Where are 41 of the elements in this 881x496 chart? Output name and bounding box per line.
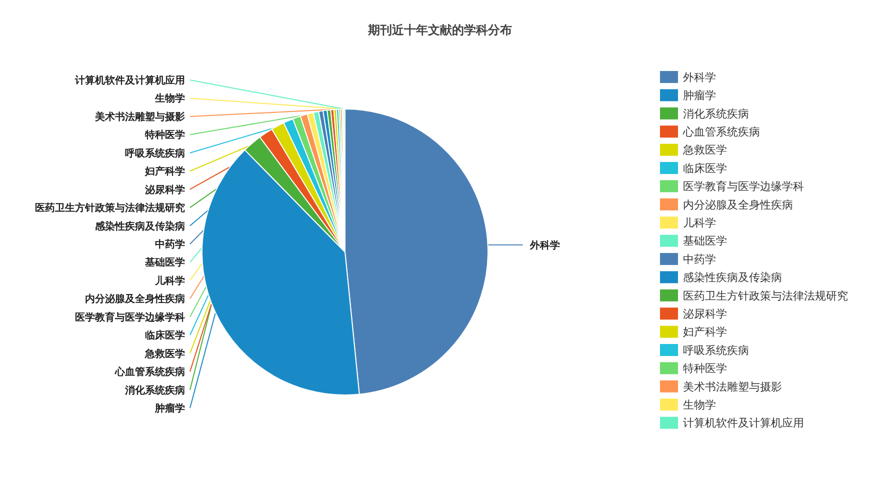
legend-label: 生物学: [683, 398, 716, 412]
slice-label: 感染性疾病及传染病: [94, 220, 185, 232]
slice-label: 基础医学: [144, 256, 185, 269]
slice-label: 医药卫生方针政策与法律法规研究: [35, 202, 185, 214]
slice-label: 泌尿科学: [144, 184, 185, 196]
legend-label: 急救医学: [682, 144, 727, 157]
slice-label: 急救医学: [144, 348, 185, 360]
legend-label: 计算机软件及计算机应用: [683, 416, 804, 430]
slice-label: 内分泌腺及全身性疾病: [85, 293, 185, 306]
legend-label: 心血管系统疾病: [682, 125, 760, 138]
legend-label: 感染性疾病及传染病: [683, 271, 782, 284]
legend-label: 医药卫生方针政策与法律法规研究: [683, 289, 848, 302]
legend-label: 基础医学: [683, 234, 727, 248]
slice-label: 呼吸系统疾病: [125, 147, 185, 160]
legend-label: 呼吸系统疾病: [683, 344, 749, 357]
slice-label: 儿科学: [154, 274, 185, 287]
slice-label: 外科学: [528, 239, 560, 252]
legend-label: 妇产科学: [683, 326, 727, 339]
legend-label: 外科学: [683, 70, 716, 84]
slice-label: 特种医学: [144, 129, 185, 142]
legend-label: 儿科学: [683, 216, 716, 230]
chart-title: 期刊近十年文献的学科分布: [367, 23, 512, 37]
slice-label: 医学教育与医学边缘学科: [75, 311, 185, 324]
slice-label: 消化系统疾病: [124, 384, 185, 396]
legend-label: 美术书法雕塑与摄影: [683, 380, 782, 394]
slice-label: 中药学: [155, 238, 185, 250]
legend-label: 特种医学: [683, 362, 727, 376]
legend-label: 肿瘤学: [683, 89, 716, 102]
legend-label: 中药学: [683, 252, 716, 266]
legend-label: 内分泌腺及全身性疾病: [683, 198, 793, 212]
legend-label: 医学教育与医学边缘学科: [683, 180, 804, 194]
legend-label: 消化系统疾病: [683, 107, 749, 120]
slice-label: 生物学: [154, 92, 185, 105]
slice-label: 妇产科学: [144, 166, 185, 178]
legend-label: 泌尿科学: [683, 307, 727, 320]
slice-label: 计算机软件及计算机应用: [74, 74, 185, 86]
slice-label: 心血管系统疾病: [114, 366, 185, 378]
slice-label: 美术书法雕塑与摄影: [94, 110, 185, 123]
slice-label: 临床医学: [145, 330, 185, 342]
legend-label: 临床医学: [683, 162, 727, 175]
slice-label: 肿瘤学: [154, 402, 185, 414]
